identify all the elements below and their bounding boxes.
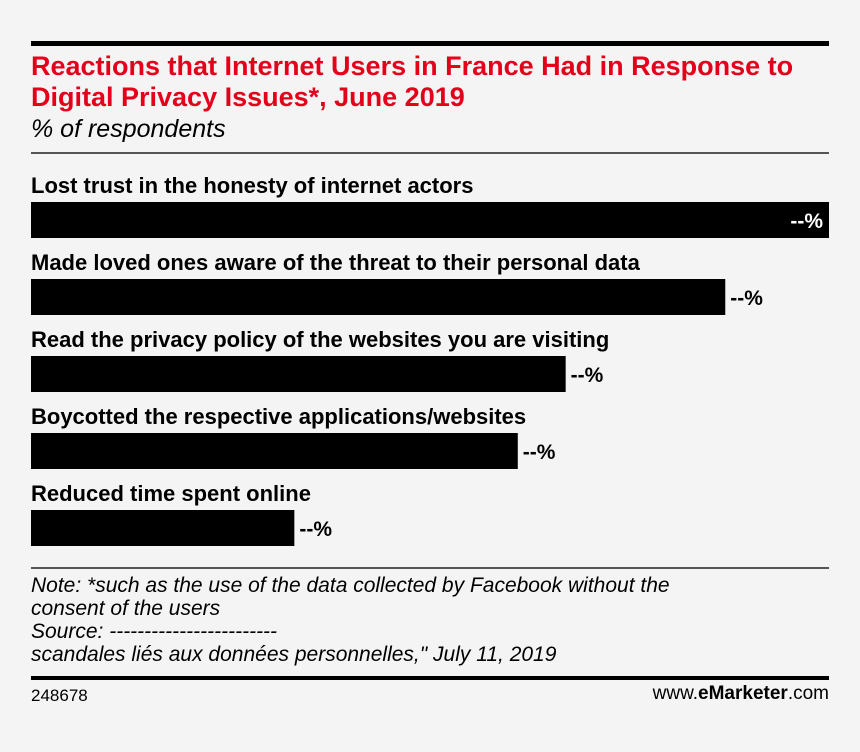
category-label: Read the privacy policy of the websites … [31,327,609,352]
value-label: --% [730,287,763,310]
category-label: Lost trust in the honesty of internet ac… [31,173,473,198]
bottom-rule [31,676,829,680]
category-label: Made loved ones aware of the threat to t… [31,250,641,275]
chart-title: Reactions that Internet Users in France … [31,51,794,112]
header-divider [31,152,829,154]
category-label: Reduced time spent online [31,481,311,506]
note-line-2: consent of the users [31,597,221,620]
bar [31,202,829,238]
bar [31,356,566,392]
brand-link[interactable]: www.eMarketer.com [653,683,829,705]
brand-name: eMarketer [698,683,788,704]
source-line-cont: scandales liés aux données personnelles,… [31,643,557,666]
chart-note: Note: *such as the use of the data colle… [31,574,829,666]
brand-suffix: .com [787,683,829,704]
value-label: --% [523,441,556,464]
value-label: --% [571,364,604,387]
bar [31,279,726,315]
note-divider [31,567,829,569]
category-label: Boycotted the respective applications/we… [31,404,526,429]
brand-prefix: www. [652,683,699,704]
bar [31,433,518,469]
note-line-1: Note: *such as the use of the data colle… [31,574,670,597]
top-rule [31,41,829,46]
chart-id: 248678 [31,686,88,705]
value-label: --% [299,518,332,541]
bar [31,510,295,546]
value-label: --% [790,210,823,233]
source-line: Source: ------------------------ [31,620,278,643]
chart-subtitle: % of respondents [31,115,226,143]
